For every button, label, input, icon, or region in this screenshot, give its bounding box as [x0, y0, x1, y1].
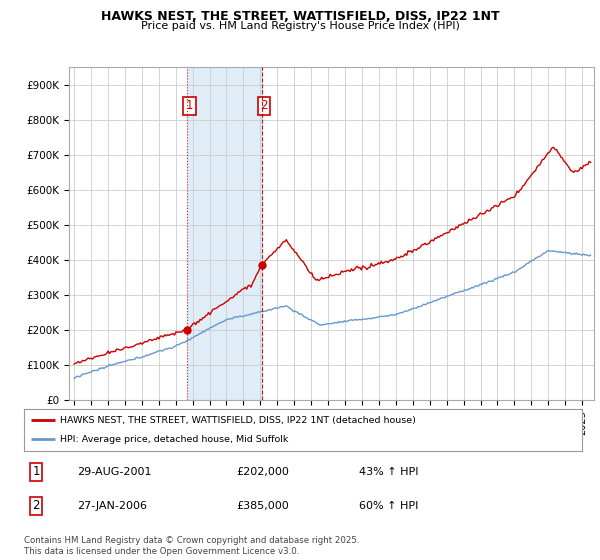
Text: Contains HM Land Registry data © Crown copyright and database right 2025.
This d: Contains HM Land Registry data © Crown c… [24, 536, 359, 556]
Text: 1: 1 [185, 99, 193, 113]
Text: 43% ↑ HPI: 43% ↑ HPI [359, 466, 418, 477]
Text: £385,000: £385,000 [236, 501, 289, 511]
Text: Price paid vs. HM Land Registry's House Price Index (HPI): Price paid vs. HM Land Registry's House … [140, 21, 460, 31]
Text: 27-JAN-2006: 27-JAN-2006 [77, 501, 147, 511]
Text: £202,000: £202,000 [236, 466, 289, 477]
Text: HAWKS NEST, THE STREET, WATTISFIELD, DISS, IP22 1NT (detached house): HAWKS NEST, THE STREET, WATTISFIELD, DIS… [60, 416, 416, 424]
Text: 60% ↑ HPI: 60% ↑ HPI [359, 501, 418, 511]
Text: HPI: Average price, detached house, Mid Suffolk: HPI: Average price, detached house, Mid … [60, 435, 289, 444]
Text: 2: 2 [32, 500, 40, 512]
Text: 2: 2 [260, 99, 268, 113]
Text: HAWKS NEST, THE STREET, WATTISFIELD, DISS, IP22 1NT: HAWKS NEST, THE STREET, WATTISFIELD, DIS… [101, 10, 499, 23]
Text: 29-AUG-2001: 29-AUG-2001 [77, 466, 152, 477]
Bar [187, 67, 262, 400]
Text: 1: 1 [32, 465, 40, 478]
